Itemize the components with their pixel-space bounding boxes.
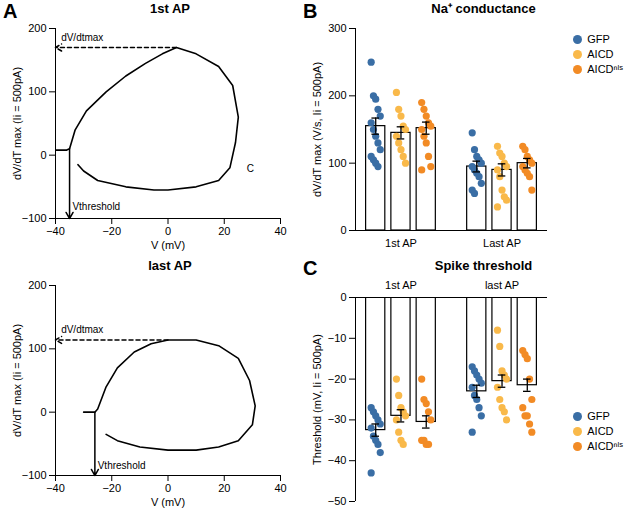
html-text:A: A xyxy=(3,0,18,22)
html-text:Spike threshold: Spike threshold xyxy=(434,258,533,273)
html-text:GFP: GFP xyxy=(587,33,610,45)
svg-text:−20: −20 xyxy=(102,482,121,494)
svg-text:dV/dT max (Ii = 500pA): dV/dT max (Ii = 500pA) xyxy=(11,324,23,437)
svg-text:0: 0 xyxy=(165,482,171,494)
svg-text:100: 100 xyxy=(328,157,346,169)
svg-text:40: 40 xyxy=(274,225,286,237)
html-text:C: C xyxy=(303,257,318,279)
svg-text:1st AP: 1st AP xyxy=(385,237,417,249)
svg-text:V (mV): V (mV) xyxy=(151,496,185,508)
html-text:last AP: last AP xyxy=(148,258,192,273)
svg-text:Vthreshold: Vthreshold xyxy=(98,460,146,471)
svg-text:Last AP: Last AP xyxy=(483,237,521,249)
html-text:Na⁺ conductance: Na⁺ conductance xyxy=(431,1,536,16)
svg-text:V (mV): V (mV) xyxy=(151,239,185,251)
html-text:AICDⁿˡˢ: AICDⁿˡˢ xyxy=(587,63,623,75)
svg-text:Threshold (mV, Ii = 500pA): Threshold (mV, Ii = 500pA) xyxy=(311,334,323,465)
svg-text:20: 20 xyxy=(218,482,230,494)
svg-text:1st AP: 1st AP xyxy=(385,279,417,291)
svg-text:200: 200 xyxy=(28,22,46,34)
svg-text:−40: −40 xyxy=(46,482,65,494)
svg-text:dV/dtmax: dV/dtmax xyxy=(61,32,103,43)
svg-text:0: 0 xyxy=(340,224,346,236)
svg-text:200: 200 xyxy=(328,89,346,101)
svg-text:−100: −100 xyxy=(22,212,47,224)
svg-text:dV/dtmax: dV/dtmax xyxy=(61,324,103,335)
svg-text:−20: −20 xyxy=(328,373,347,385)
svg-text:−30: −30 xyxy=(328,413,347,425)
svg-text:200: 200 xyxy=(28,279,46,291)
html-text:GFP: GFP xyxy=(587,410,610,422)
svg-text:40: 40 xyxy=(274,482,286,494)
svg-text:dV/dT max (Ii = 500pA): dV/dT max (Ii = 500pA) xyxy=(11,67,23,180)
svg-text:100: 100 xyxy=(28,85,46,97)
svg-text:−50: −50 xyxy=(328,495,347,507)
html-text:AICD: AICD xyxy=(587,48,614,60)
svg-text:−20: −20 xyxy=(102,225,121,237)
html-text:B: B xyxy=(303,0,318,22)
svg-text:−100: −100 xyxy=(22,469,47,481)
svg-text:Vthreshold: Vthreshold xyxy=(72,201,120,212)
svg-text:100: 100 xyxy=(28,342,46,354)
html-text:1st AP: 1st AP xyxy=(150,1,190,16)
html-text:AICD: AICD xyxy=(587,425,614,437)
svg-text:−10: −10 xyxy=(328,332,347,344)
svg-text:−40: −40 xyxy=(328,454,347,466)
svg-text:0: 0 xyxy=(340,291,346,303)
svg-text:last AP: last AP xyxy=(485,279,519,291)
svg-text:300: 300 xyxy=(328,22,346,34)
svg-text:C: C xyxy=(247,163,254,174)
html-text:AICDⁿˡˢ: AICDⁿˡˢ xyxy=(587,440,623,452)
svg-text:0: 0 xyxy=(40,406,46,418)
svg-text:−40: −40 xyxy=(46,225,65,237)
svg-text:20: 20 xyxy=(218,225,230,237)
svg-text:0: 0 xyxy=(165,225,171,237)
svg-text:dV/dT max (V/s, Ii = 500pA): dV/dT max (V/s, Ii = 500pA) xyxy=(311,62,323,197)
svg-text:0: 0 xyxy=(40,149,46,161)
